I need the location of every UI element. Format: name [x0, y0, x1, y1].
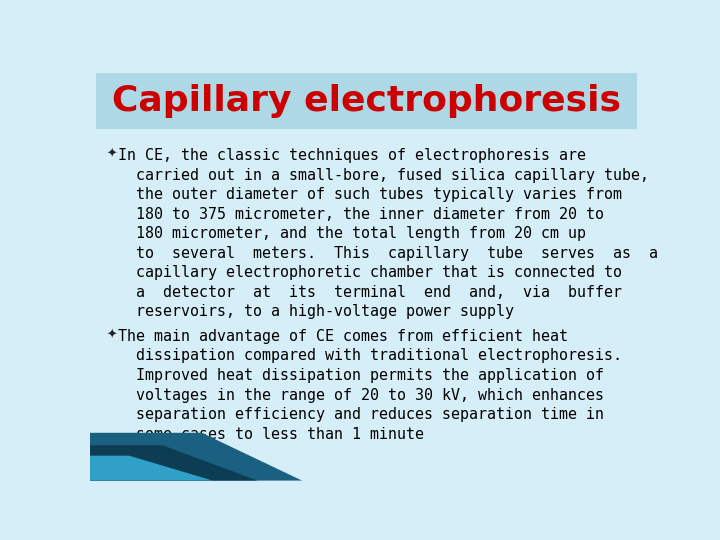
- Text: ✦: ✦: [107, 148, 117, 161]
- Text: In CE, the classic techniques of electrophoresis are
  carried out in a small-bo: In CE, the classic techniques of electro…: [118, 148, 658, 320]
- Polygon shape: [90, 433, 302, 481]
- FancyBboxPatch shape: [96, 73, 637, 129]
- Polygon shape: [90, 456, 213, 481]
- Text: The main advantage of CE comes from efficient heat
  dissipation compared with t: The main advantage of CE comes from effi…: [118, 329, 622, 442]
- Polygon shape: [90, 446, 258, 481]
- Text: Capillary electrophoresis: Capillary electrophoresis: [112, 84, 621, 118]
- Text: ✦: ✦: [107, 329, 117, 342]
